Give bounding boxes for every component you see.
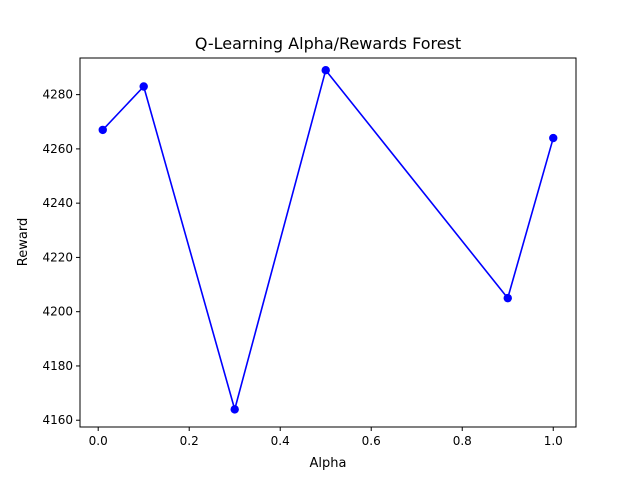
- x-tick-label-0: 0.0: [89, 434, 108, 448]
- y-tick-label-1: 4180: [42, 359, 73, 373]
- data-point-0-2: [230, 405, 239, 414]
- data-point-0-3: [321, 66, 330, 75]
- x-axis-label: Alpha: [310, 456, 347, 471]
- data-point-0-4: [503, 293, 512, 303]
- y-axis-label: Reward: [16, 218, 31, 266]
- y-tick-label-3: 4220: [42, 250, 73, 264]
- x-tick-label-3: 0.6: [362, 434, 381, 448]
- x-tick-label-5: 1.0: [544, 434, 563, 448]
- y-tick-label-0: 4160: [42, 413, 73, 427]
- x-tick-label-1: 0.2: [180, 434, 199, 448]
- data-point-0-5: [549, 133, 558, 143]
- data-point-0-1: [139, 82, 148, 91]
- data-point-0-0: [98, 125, 107, 135]
- y-tick-label-5: 4260: [42, 142, 73, 156]
- x-tick-label-2: 0.4: [271, 434, 290, 448]
- x-tick-label-4: 0.8: [453, 434, 472, 448]
- plot-area: 0.0 0.2 0.4 0.6 0.8 1.0 4160 4180 4200 4220 4240 42…: [42, 57, 577, 448]
- axes-frame: [79, 57, 577, 428]
- y-tick-label-4: 4240: [42, 196, 73, 210]
- series-line-0: [102, 69, 555, 411]
- y-tick-label-6: 4280: [42, 88, 73, 102]
- chart-title: Q-Learning Alpha/Rewards Forest: [195, 34, 461, 53]
- y-tick-label-2: 4200: [42, 305, 73, 319]
